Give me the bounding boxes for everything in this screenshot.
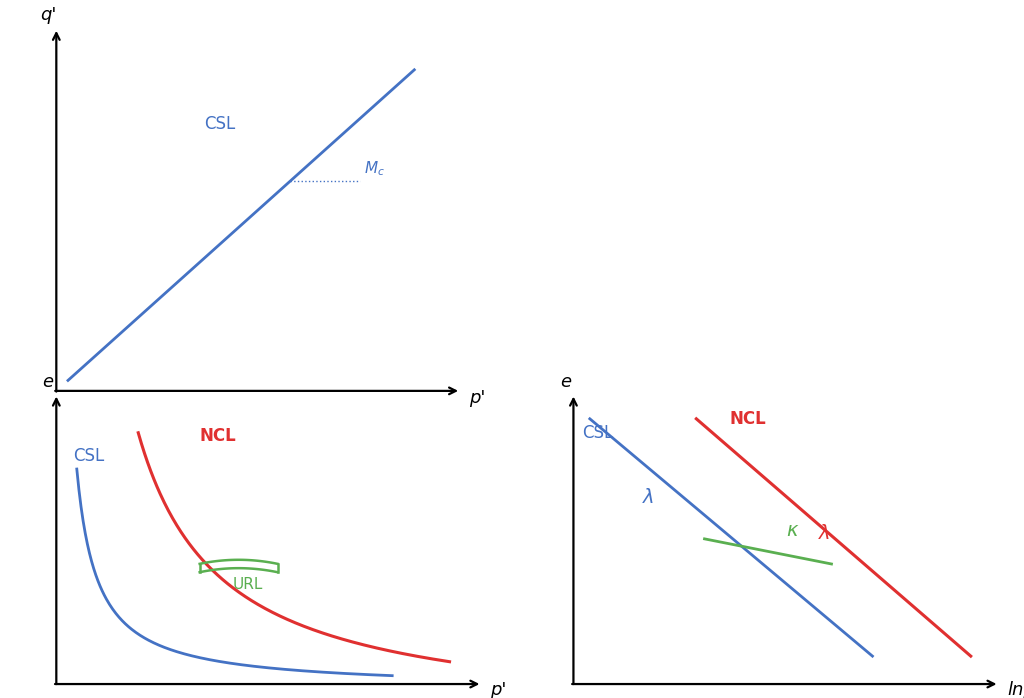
Text: URL: URL (232, 577, 263, 592)
Text: NCL: NCL (729, 410, 766, 429)
Text: $M_c$: $M_c$ (364, 159, 385, 178)
Text: e: e (43, 373, 53, 391)
Text: κ: κ (786, 521, 798, 540)
Text: λ: λ (819, 524, 830, 543)
Text: CSL: CSL (73, 447, 104, 465)
Text: λ: λ (643, 488, 654, 507)
Text: CSL: CSL (204, 115, 236, 133)
Text: e: e (560, 373, 570, 391)
Text: p': p' (469, 389, 485, 407)
Text: lnp': lnp' (1008, 681, 1024, 698)
Text: p': p' (490, 681, 507, 698)
Text: NCL: NCL (200, 427, 237, 445)
Text: CSL: CSL (582, 424, 613, 443)
Text: q': q' (40, 6, 56, 24)
